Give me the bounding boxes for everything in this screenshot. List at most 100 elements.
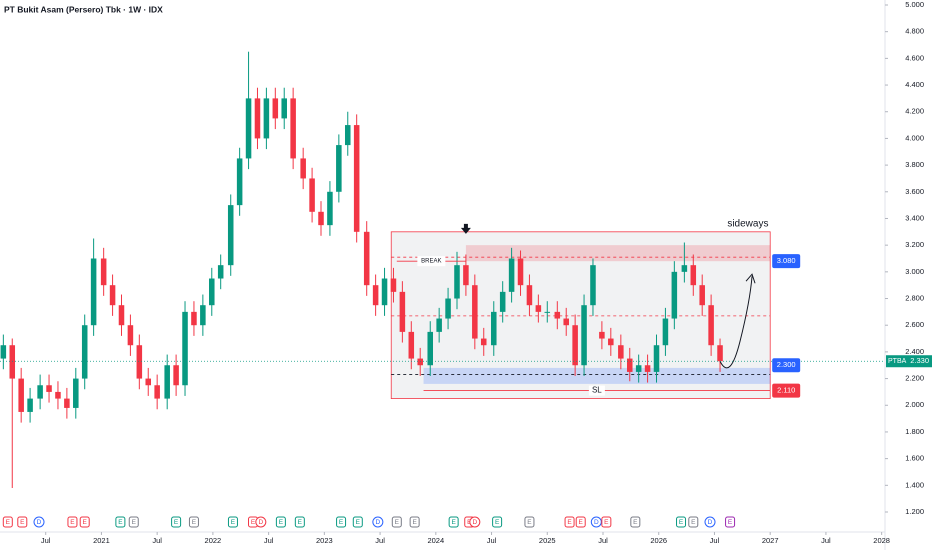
break-label-bg: [417, 256, 446, 267]
event-label: E: [118, 519, 123, 526]
candle-body: [327, 191, 333, 226]
candle-body: [662, 318, 669, 346]
y-tick-label: 3.600: [905, 187, 924, 196]
event-label: D: [258, 519, 263, 526]
y-tick-label: 2.600: [905, 320, 924, 329]
candle-body: [717, 345, 723, 362]
event-icon: [336, 516, 347, 528]
event-icon: [115, 516, 126, 528]
support-zone: [423, 367, 771, 384]
candle-body: [300, 158, 306, 179]
y-tick-label: 4.000: [905, 133, 924, 142]
candle-body: [353, 125, 360, 232]
event-label: E: [231, 519, 236, 526]
candle-body: [644, 365, 651, 372]
event-label: E: [451, 519, 456, 526]
event-icon: [564, 516, 575, 528]
candle-body: [272, 98, 279, 119]
event-icon: [79, 516, 90, 528]
candle-body: [635, 365, 642, 372]
candle-body: [109, 285, 116, 306]
y-tick-label: 1.800: [905, 427, 924, 436]
candle-body: [699, 285, 705, 306]
candle-body: [572, 325, 578, 366]
y-tick-label: 4.200: [905, 107, 924, 116]
candle-body: [544, 311, 551, 313]
event-label: D: [594, 519, 599, 526]
candle-body: [508, 258, 515, 292]
event-icon: [590, 516, 602, 528]
x-tick-label: 2026: [650, 536, 667, 545]
candle-body: [708, 305, 714, 346]
candle-body: [581, 305, 587, 366]
x-tick-label: 2028: [873, 536, 890, 545]
candle-body: [217, 265, 224, 279]
event-label: E: [579, 519, 584, 526]
candle-body: [81, 325, 88, 379]
y-tick-label: 2.800: [905, 294, 924, 303]
x-tick-label: 2023: [316, 536, 333, 545]
event-label: D: [37, 519, 42, 526]
y-tick-label: 5.000: [905, 0, 924, 9]
event-icon: [188, 516, 199, 528]
x-tick-label: Jul: [152, 536, 162, 545]
break-arrow: [460, 223, 471, 234]
event-icon: [33, 516, 45, 528]
candle-body: [18, 378, 24, 412]
candle-body: [173, 365, 179, 386]
candle-body: [55, 391, 61, 399]
candle-body: [73, 378, 79, 408]
event-label: E: [691, 519, 696, 526]
candle-body: [281, 98, 287, 119]
candle-body: [90, 258, 97, 326]
candle-body: [381, 278, 388, 306]
event-label: E: [495, 519, 500, 526]
event-icon: [688, 516, 699, 528]
candle-body: [100, 258, 107, 286]
event-icon: [171, 516, 182, 528]
event-icon: [255, 516, 267, 528]
event-label: E: [633, 519, 638, 526]
y-tick-label: 1.600: [905, 454, 924, 463]
y-tick-label: 4.600: [905, 53, 924, 62]
event-icon: [409, 516, 420, 528]
event-label: E: [412, 519, 417, 526]
event-label: E: [567, 519, 572, 526]
event-icon: [704, 516, 716, 528]
event-label: E: [279, 519, 284, 526]
candle-body: [427, 331, 434, 366]
symbol-label: PTBA: [888, 358, 907, 365]
event-icon: [575, 516, 586, 528]
event-icon: [601, 516, 612, 528]
candle-body: [9, 345, 16, 379]
level-label: 3.080: [777, 256, 796, 265]
event-label: E: [604, 519, 609, 526]
level-label-box: [772, 383, 801, 398]
candle-body: [263, 98, 270, 139]
candle-body: [200, 305, 206, 326]
event-label: E: [132, 519, 137, 526]
candle-body: [399, 291, 406, 332]
candle-body: [454, 265, 460, 299]
x-tick-label: 2025: [539, 536, 556, 545]
event-label: E: [395, 519, 400, 526]
candle-body: [118, 305, 125, 326]
event-label: E: [20, 519, 25, 526]
candle-body: [209, 278, 215, 306]
event-icon: [492, 516, 503, 528]
event-icon: [524, 516, 535, 528]
candle-body: [563, 318, 569, 326]
candle-body: [127, 325, 134, 346]
event-label: E: [83, 519, 88, 526]
event-label: D: [708, 519, 713, 526]
level-label: 2.300: [777, 360, 796, 369]
x-tick-label: Jul: [264, 536, 274, 545]
candle-body: [653, 345, 660, 372]
projection-curve: [719, 276, 753, 369]
level-label-box: [772, 358, 801, 373]
candle-body: [46, 385, 52, 392]
candle-body: [681, 265, 688, 272]
event-icon: [227, 516, 238, 528]
candle-body: [491, 311, 497, 346]
y-tick-label: 4.400: [905, 80, 924, 89]
